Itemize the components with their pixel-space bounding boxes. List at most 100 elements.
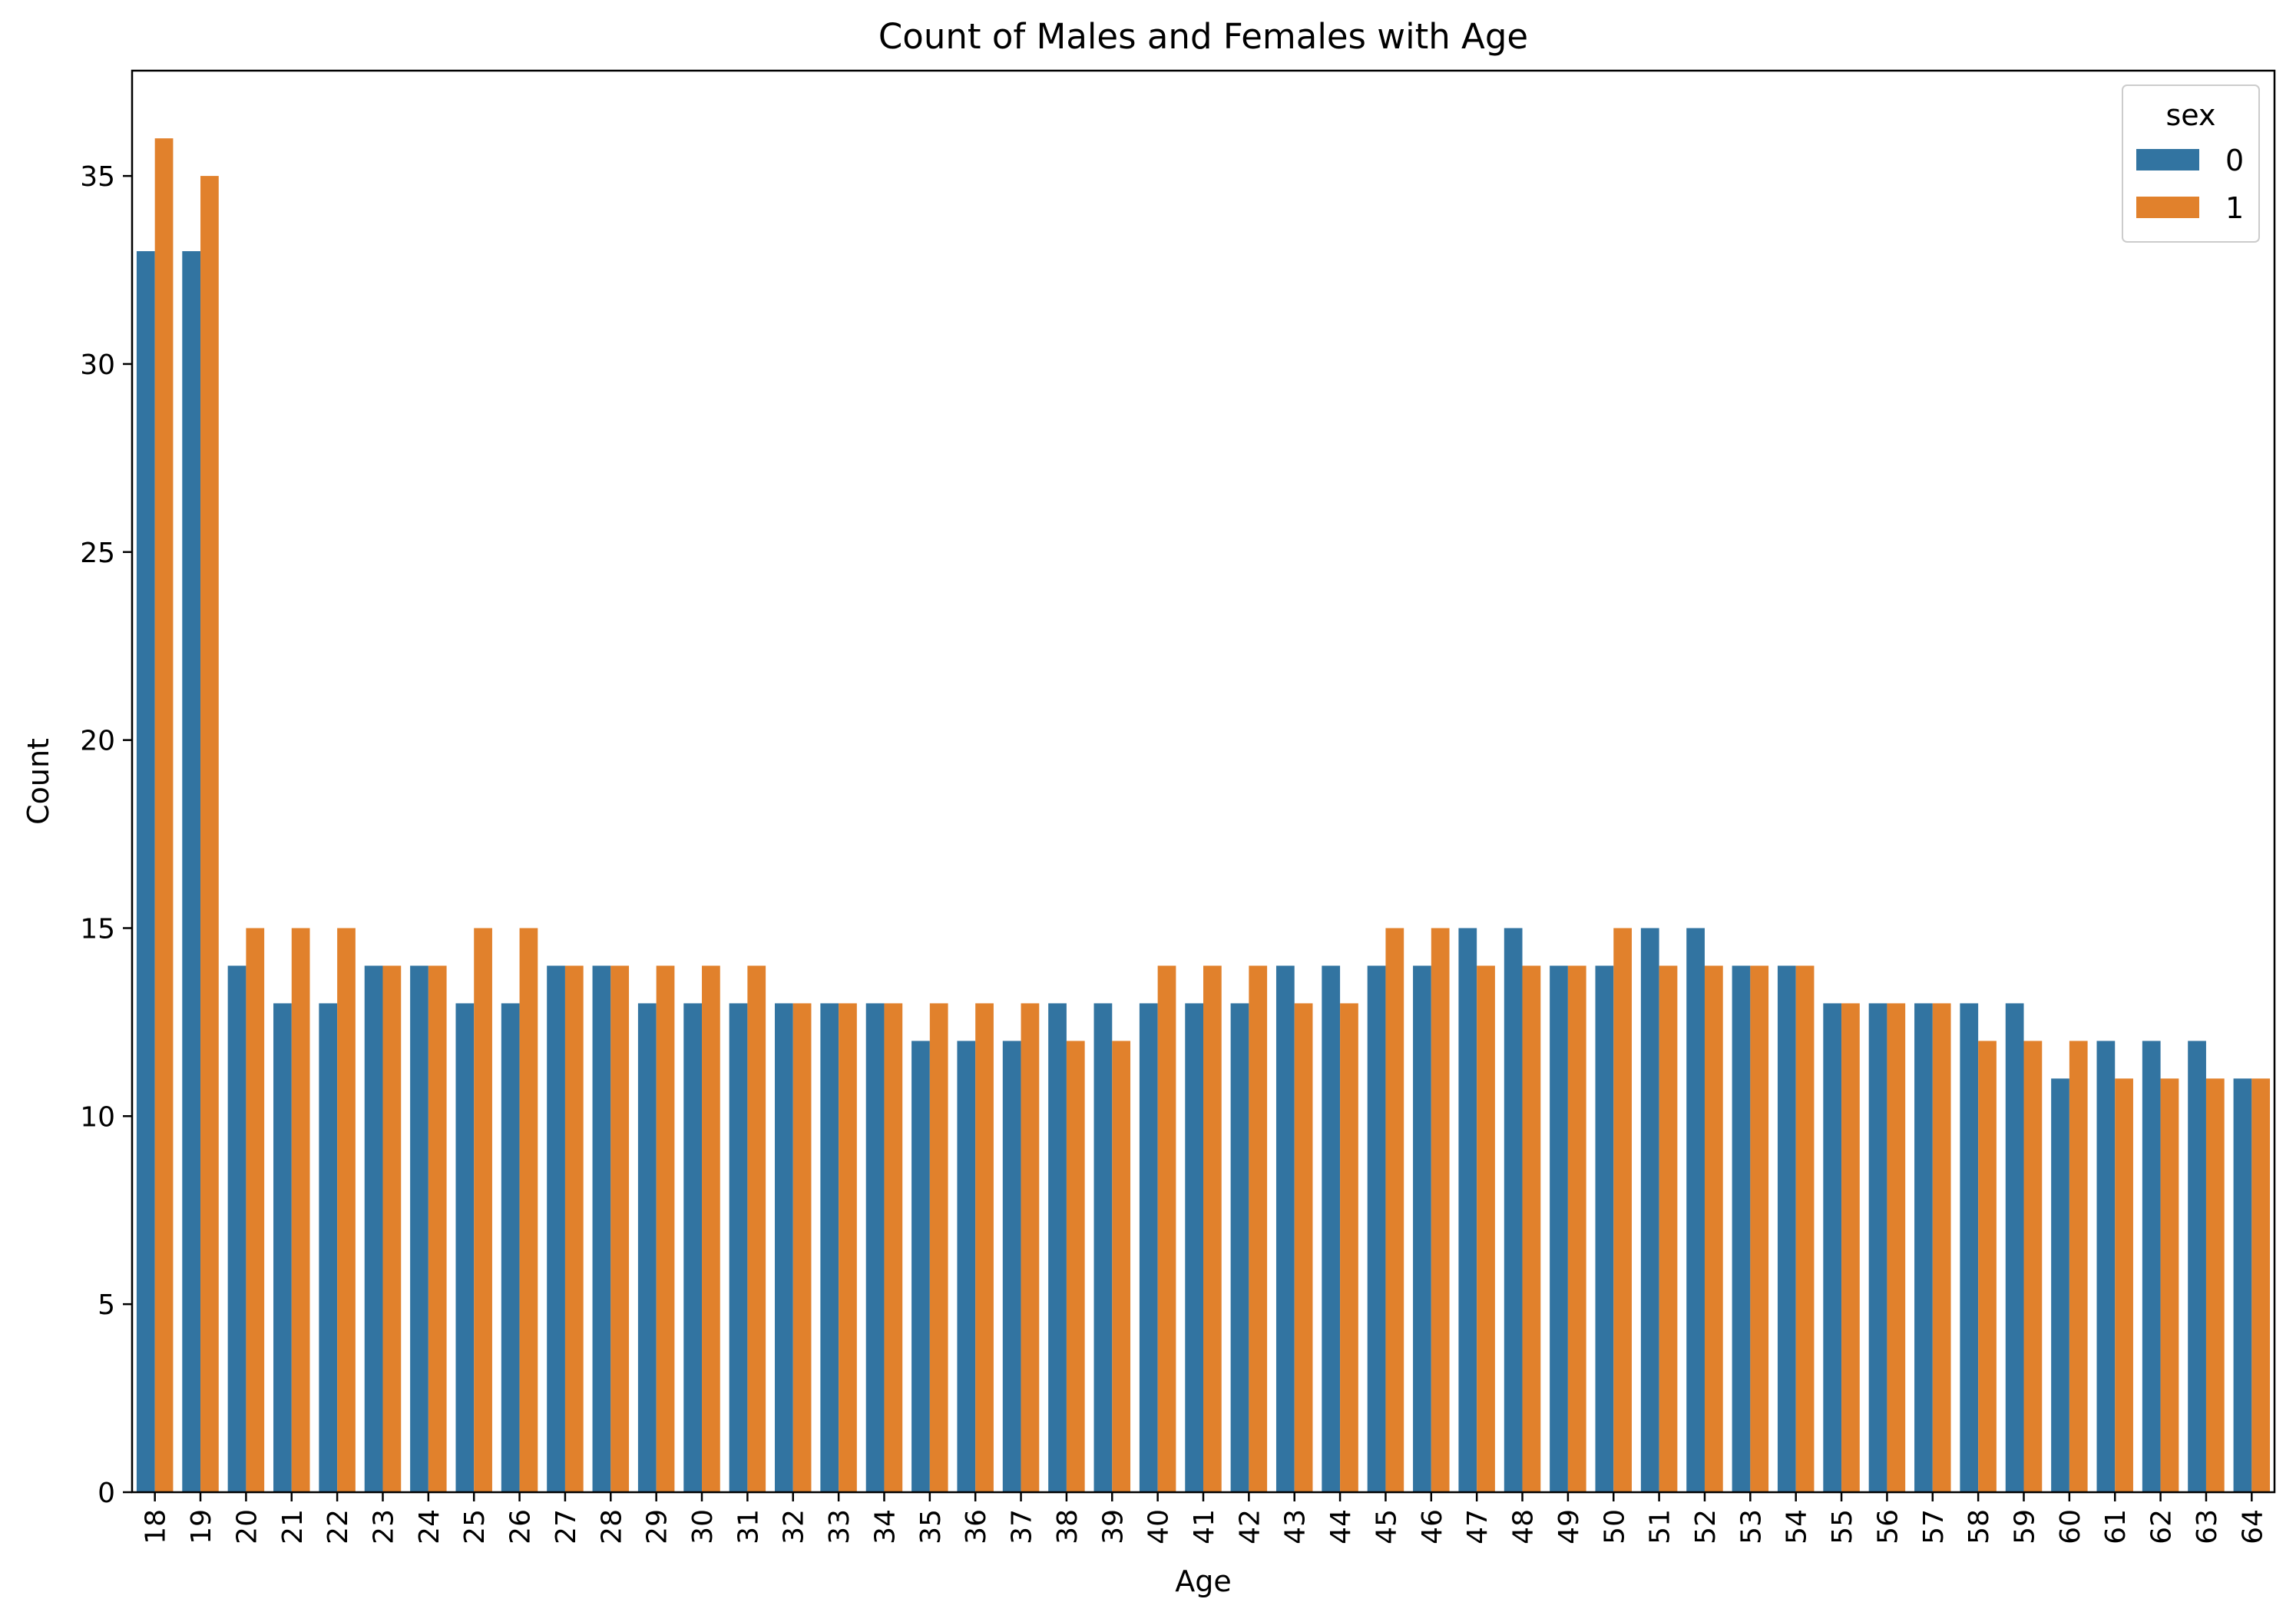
bar-age-52-sex-0 <box>1686 928 1705 1492</box>
bar-age-23-sex-0 <box>364 965 383 1492</box>
bar-age-24-sex-1 <box>428 965 447 1492</box>
x-tick-label: 52 <box>1690 1509 1722 1544</box>
x-tick-label: 29 <box>642 1509 673 1544</box>
bar-age-58-sex-0 <box>1960 1003 1979 1492</box>
legend-label-series-1: 1 <box>2225 191 2244 225</box>
x-tick-label: 39 <box>1097 1509 1129 1544</box>
bar-age-21-sex-0 <box>273 1003 292 1492</box>
x-tick-label: 54 <box>1782 1509 1813 1544</box>
bar-age-26-sex-1 <box>519 928 538 1492</box>
bar-age-53-sex-1 <box>1750 965 1769 1492</box>
x-tick-label: 26 <box>505 1509 537 1544</box>
x-tick-label: 62 <box>2146 1509 2178 1544</box>
bar-age-28-sex-1 <box>610 965 630 1492</box>
bar-age-38-sex-1 <box>1066 1041 1085 1492</box>
bar-age-34-sex-1 <box>884 1003 903 1492</box>
x-tick-label: 61 <box>2100 1509 2132 1544</box>
bar-age-19-sex-0 <box>182 251 201 1492</box>
bar-age-50-sex-1 <box>1613 928 1632 1492</box>
bar-age-44-sex-0 <box>1322 965 1341 1492</box>
bar-age-31-sex-0 <box>729 1003 748 1492</box>
x-tick-label: 42 <box>1234 1509 1265 1544</box>
bar-age-34-sex-0 <box>865 1003 885 1492</box>
bar-age-62-sex-1 <box>2160 1078 2179 1492</box>
bar-age-18-sex-1 <box>154 138 174 1492</box>
x-tick-label: 19 <box>186 1509 217 1544</box>
bar-age-30-sex-0 <box>683 1003 703 1492</box>
bar-age-44-sex-1 <box>1340 1003 1358 1492</box>
bar-age-42-sex-0 <box>1230 1003 1249 1492</box>
x-tick-label: 46 <box>1417 1509 1448 1544</box>
bar-age-48-sex-1 <box>1522 965 1541 1492</box>
bar-age-51-sex-0 <box>1640 928 1659 1492</box>
x-tick-label: 59 <box>2010 1509 2041 1544</box>
bar-age-40-sex-1 <box>1157 965 1176 1492</box>
bar-age-41-sex-0 <box>1185 1003 1203 1492</box>
y-tick-label: 5 <box>98 1289 115 1321</box>
x-tick-label: 40 <box>1143 1509 1175 1544</box>
bar-age-19-sex-1 <box>200 176 219 1493</box>
x-tick-label: 64 <box>2237 1509 2268 1544</box>
bar-age-26-sex-0 <box>501 1003 520 1492</box>
bar-age-20-sex-1 <box>246 928 265 1492</box>
x-tick-label: 56 <box>1872 1509 1904 1544</box>
bar-age-48-sex-0 <box>1504 928 1523 1492</box>
bar-age-38-sex-0 <box>1048 1003 1067 1492</box>
x-tick-label: 25 <box>459 1509 491 1544</box>
bar-age-53-sex-0 <box>1732 965 1751 1492</box>
bar-age-32-sex-1 <box>792 1003 812 1492</box>
bar-age-22-sex-0 <box>319 1003 338 1492</box>
bar-age-43-sex-0 <box>1275 965 1295 1492</box>
bar-age-57-sex-1 <box>1932 1003 1951 1492</box>
x-tick-label: 45 <box>1371 1509 1402 1544</box>
y-tick-label: 20 <box>80 726 115 757</box>
bar-age-59-sex-0 <box>2005 1003 2024 1492</box>
y-axis-label: Count <box>22 738 55 825</box>
x-tick-label: 18 <box>141 1509 172 1544</box>
x-tick-label: 27 <box>551 1509 582 1544</box>
y-tick-label: 25 <box>80 538 115 569</box>
bar-age-29-sex-1 <box>656 965 675 1492</box>
bar-age-37-sex-1 <box>1021 1003 1040 1492</box>
x-tick-label: 53 <box>1735 1509 1767 1544</box>
bar-age-27-sex-1 <box>564 965 584 1492</box>
chart-title: Count of Males and Females with Age <box>878 16 1528 57</box>
x-tick-label: 31 <box>733 1509 764 1544</box>
bar-age-45-sex-0 <box>1367 965 1386 1492</box>
x-tick-label: 22 <box>323 1509 354 1544</box>
x-ticks-layer: 18 19 20 21 22 23 24 25 26 27 28 29 30 31 32 33 34 35 36 37… <box>141 1492 2268 1544</box>
bar-age-47-sex-1 <box>1477 965 1495 1492</box>
bar-age-24-sex-0 <box>410 965 428 1492</box>
x-tick-label: 33 <box>824 1509 855 1544</box>
legend-title: sex <box>2166 98 2216 132</box>
bar-age-33-sex-1 <box>839 1003 857 1492</box>
x-tick-label: 58 <box>1964 1509 1995 1544</box>
bar-age-61-sex-1 <box>2115 1078 2133 1492</box>
bar-age-35-sex-0 <box>911 1041 930 1492</box>
bar-age-55-sex-1 <box>1841 1003 1860 1492</box>
bar-age-41-sex-1 <box>1203 965 1222 1492</box>
bar-age-63-sex-0 <box>2188 1041 2206 1492</box>
bar-age-49-sex-0 <box>1550 965 1568 1492</box>
bar-age-52-sex-1 <box>1704 965 1723 1492</box>
x-tick-label: 60 <box>2055 1509 2086 1544</box>
x-tick-label: 50 <box>1599 1509 1630 1544</box>
x-tick-label: 35 <box>915 1509 947 1544</box>
legend: sex 0 1 <box>2122 84 2260 243</box>
x-tick-label: 41 <box>1189 1509 1220 1544</box>
bar-age-62-sex-0 <box>2142 1041 2161 1492</box>
x-tick-label: 44 <box>1325 1509 1357 1544</box>
y-ticks-layer: 0 5 10 15 20 25 30 35 <box>80 161 132 1509</box>
x-tick-label: 24 <box>414 1509 445 1544</box>
bar-age-33-sex-0 <box>820 1003 839 1492</box>
legend-swatch-series-1 <box>2136 197 2199 218</box>
bar-age-59-sex-1 <box>2023 1041 2043 1492</box>
y-tick-label: 15 <box>80 913 115 945</box>
bar-age-36-sex-1 <box>975 1003 994 1492</box>
bar-age-56-sex-1 <box>1887 1003 1906 1492</box>
x-tick-label: 51 <box>1645 1509 1676 1544</box>
bar-age-22-sex-1 <box>337 928 356 1492</box>
bar-age-46-sex-1 <box>1431 928 1450 1492</box>
y-tick-label: 35 <box>80 161 115 193</box>
